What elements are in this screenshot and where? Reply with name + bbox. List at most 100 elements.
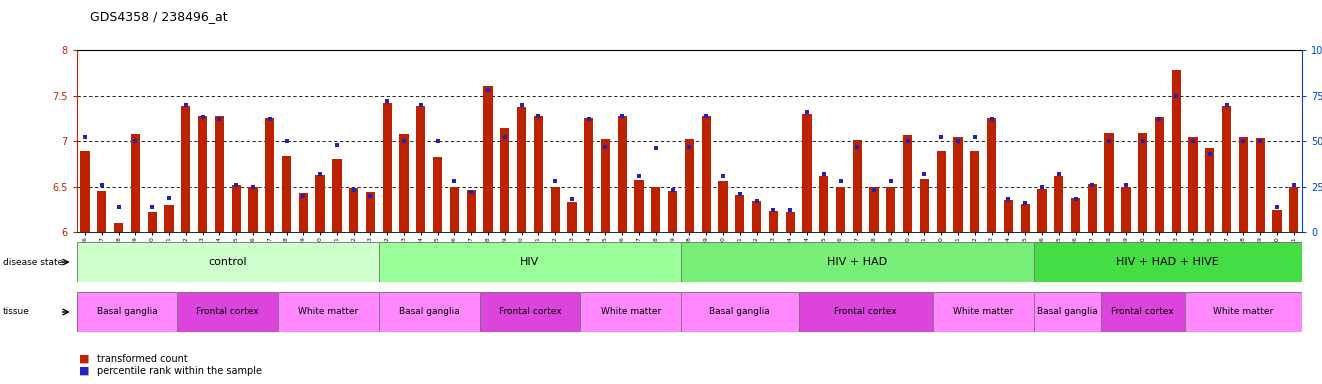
Point: [1149, 116, 1170, 122]
Bar: [282, 156, 291, 232]
Text: control: control: [209, 257, 247, 267]
Bar: [148, 212, 157, 232]
Bar: [1289, 187, 1298, 232]
Bar: [853, 140, 862, 232]
Text: Basal ganglia: Basal ganglia: [399, 308, 460, 316]
Point: [259, 116, 280, 122]
Bar: [802, 114, 812, 232]
Bar: [988, 118, 997, 232]
Point: [545, 178, 566, 184]
Bar: [769, 211, 777, 232]
Bar: [98, 191, 107, 232]
Point: [1216, 102, 1237, 108]
Bar: [567, 202, 576, 232]
Point: [108, 204, 130, 210]
Text: Frontal cortex: Frontal cortex: [197, 308, 259, 316]
Text: HIV + HAD + HIVE: HIV + HAD + HIVE: [1117, 257, 1219, 267]
Bar: [1003, 200, 1013, 232]
Point: [477, 87, 498, 93]
Bar: [953, 137, 962, 232]
Point: [1014, 200, 1035, 206]
Point: [628, 173, 649, 179]
Point: [695, 113, 717, 119]
Point: [377, 98, 398, 104]
Text: White matter: White matter: [953, 308, 1014, 316]
Bar: [1239, 137, 1248, 232]
Point: [427, 138, 448, 144]
Point: [763, 207, 784, 214]
Point: [360, 193, 381, 199]
Bar: [534, 116, 543, 232]
Point: [948, 138, 969, 144]
Text: HIV + HAD: HIV + HAD: [828, 257, 887, 267]
Point: [730, 191, 751, 197]
Bar: [702, 116, 711, 232]
Point: [981, 116, 1002, 122]
Point: [813, 171, 834, 177]
Text: Basal ganglia: Basal ganglia: [710, 308, 771, 316]
Bar: [467, 190, 476, 232]
Point: [578, 116, 599, 122]
Point: [780, 207, 801, 214]
Point: [1166, 93, 1187, 99]
Bar: [349, 188, 358, 232]
Bar: [1171, 70, 1181, 232]
Text: ■: ■: [79, 354, 90, 364]
Point: [746, 198, 767, 204]
Bar: [249, 187, 258, 232]
Bar: [785, 212, 795, 232]
Bar: [214, 116, 223, 232]
Point: [1066, 197, 1087, 203]
Bar: [652, 187, 661, 232]
Bar: [970, 151, 980, 232]
Bar: [920, 179, 929, 232]
Bar: [752, 201, 761, 232]
Text: Basal ganglia: Basal ganglia: [97, 308, 157, 316]
Bar: [602, 139, 609, 232]
Point: [796, 109, 817, 115]
Point: [914, 171, 935, 177]
Point: [1099, 138, 1120, 144]
Point: [444, 178, 465, 184]
Point: [1048, 171, 1069, 177]
Bar: [382, 103, 391, 232]
Point: [846, 144, 867, 150]
Text: White matter: White matter: [600, 308, 661, 316]
Point: [141, 204, 163, 210]
Bar: [81, 151, 90, 232]
Bar: [1038, 189, 1047, 232]
Point: [1199, 151, 1220, 157]
Bar: [114, 223, 123, 232]
Text: disease state: disease state: [3, 258, 63, 266]
Text: Frontal cortex: Frontal cortex: [498, 308, 562, 316]
Bar: [936, 151, 945, 232]
Bar: [1222, 106, 1231, 232]
Point: [595, 144, 616, 150]
Point: [662, 187, 683, 194]
Point: [1116, 182, 1137, 188]
Bar: [1272, 210, 1281, 232]
Point: [91, 182, 112, 188]
Point: [192, 114, 213, 121]
Point: [1233, 138, 1255, 144]
Bar: [584, 118, 594, 232]
Point: [645, 146, 666, 152]
Bar: [366, 192, 375, 232]
Point: [74, 134, 95, 141]
Point: [512, 102, 533, 108]
Point: [863, 187, 884, 194]
Bar: [1021, 204, 1030, 232]
Bar: [299, 193, 308, 232]
Text: ■: ■: [79, 366, 90, 376]
Point: [1031, 184, 1052, 190]
Bar: [434, 157, 443, 232]
Bar: [870, 187, 879, 232]
Bar: [1104, 133, 1113, 232]
Point: [176, 102, 197, 108]
Point: [276, 138, 297, 144]
Point: [209, 116, 230, 122]
Bar: [1071, 198, 1080, 232]
Point: [460, 189, 481, 195]
Point: [1081, 182, 1103, 188]
Bar: [449, 187, 459, 232]
